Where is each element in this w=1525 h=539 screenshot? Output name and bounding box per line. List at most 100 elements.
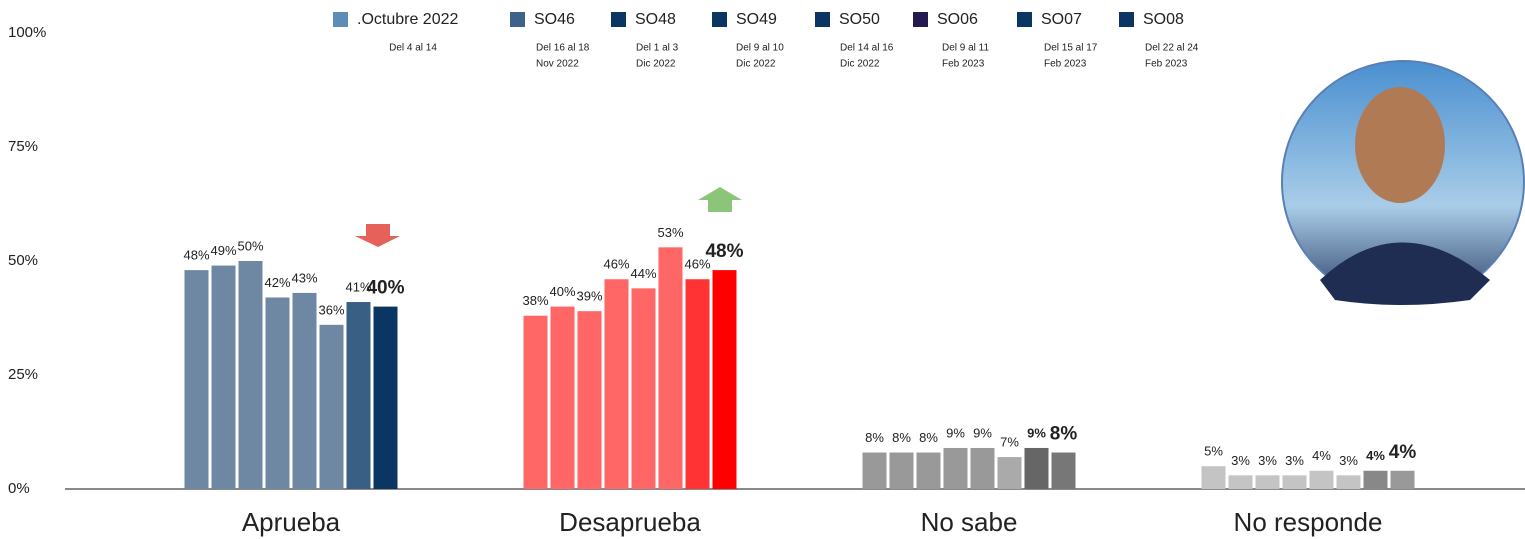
bar xyxy=(943,447,968,489)
bar xyxy=(1255,475,1280,489)
value-label: 7% xyxy=(1000,435,1019,450)
value-label: 3% xyxy=(1258,453,1277,468)
value-label: 5% xyxy=(1204,444,1223,459)
legend-date: Del 1 al 3 xyxy=(636,43,679,54)
bar xyxy=(319,324,344,489)
value-label: 3% xyxy=(1339,453,1358,468)
x-tick-label: Aprueba xyxy=(242,507,341,537)
value-label: 44% xyxy=(630,266,656,281)
bar xyxy=(577,311,602,489)
legend-date: Del 9 al 10 xyxy=(736,43,784,54)
legend-swatch xyxy=(815,12,830,27)
value-label: 46% xyxy=(684,257,710,272)
bar xyxy=(523,315,548,489)
bar xyxy=(631,288,656,489)
x-tick-label: No sabe xyxy=(921,507,1018,537)
bar xyxy=(238,261,263,489)
value-label: 8% xyxy=(865,430,884,445)
bar xyxy=(346,302,371,489)
photo-face xyxy=(1355,87,1445,203)
bar xyxy=(889,452,914,489)
bar xyxy=(184,270,209,489)
legend-date: Del 22 al 24 xyxy=(1145,43,1199,54)
value-label: 38% xyxy=(522,293,548,308)
bar xyxy=(1390,470,1415,489)
value-label: 9% xyxy=(973,425,992,440)
legend-label: SO07 xyxy=(1041,11,1082,28)
bar xyxy=(997,457,1022,489)
bar xyxy=(373,306,398,489)
legend-date: Dic 2022 xyxy=(840,59,880,70)
x-tick-label: Desaprueba xyxy=(559,507,701,537)
legend-date: Feb 2023 xyxy=(1044,59,1087,70)
bar xyxy=(1201,466,1226,489)
legend-swatch xyxy=(1017,12,1032,27)
bar xyxy=(1309,470,1334,489)
y-tick-label: 75% xyxy=(8,138,38,155)
value-label: 39% xyxy=(576,289,602,304)
bar xyxy=(712,270,737,489)
legend-label: .Octubre 2022 xyxy=(357,11,459,28)
bar xyxy=(604,279,629,489)
bar xyxy=(916,452,941,489)
legend-date: Del 15 al 17 xyxy=(1044,43,1098,54)
bar xyxy=(970,447,995,489)
bar xyxy=(1228,475,1253,489)
value-label: 49% xyxy=(210,243,236,258)
x-tick-label: No responde xyxy=(1234,507,1383,537)
legend-date: Feb 2023 xyxy=(1145,59,1188,70)
legend-date: Del 14 al 16 xyxy=(840,43,894,54)
value-label: 3% xyxy=(1231,453,1250,468)
bar xyxy=(1051,452,1076,489)
bar xyxy=(1282,475,1307,489)
down-arrow xyxy=(355,224,400,247)
legend-label: SO06 xyxy=(937,11,978,28)
legend-date: Del 4 al 14 xyxy=(389,43,437,54)
value-label: 4% xyxy=(1389,442,1417,463)
value-label: 41% xyxy=(345,279,371,294)
value-label: 43% xyxy=(291,270,317,285)
legend-swatch xyxy=(611,12,626,27)
legend-label: SO48 xyxy=(635,11,676,28)
value-label: 53% xyxy=(657,225,683,240)
value-label: 48% xyxy=(705,241,743,262)
legend-label: SO49 xyxy=(736,11,777,28)
bar xyxy=(265,297,290,489)
y-tick-label: 100% xyxy=(8,24,46,41)
value-label: 46% xyxy=(603,257,629,272)
value-label: 3% xyxy=(1285,453,1304,468)
bar xyxy=(550,306,575,489)
legend-label: SO50 xyxy=(839,11,880,28)
legend-date: Dic 2022 xyxy=(736,59,776,70)
legend-date: Del 16 al 18 xyxy=(536,43,590,54)
bar xyxy=(685,279,710,489)
value-label: 36% xyxy=(318,302,344,317)
legend-label: SO46 xyxy=(534,11,575,28)
up-arrow xyxy=(698,187,742,212)
legend-swatch xyxy=(1119,12,1134,27)
legend-date: Feb 2023 xyxy=(942,59,985,70)
value-label: 8% xyxy=(1050,424,1078,445)
value-label: 8% xyxy=(892,430,911,445)
value-label: 9% xyxy=(1027,425,1046,440)
value-label: 9% xyxy=(946,425,965,440)
legend-date: Nov 2022 xyxy=(536,59,579,70)
y-tick-label: 25% xyxy=(8,366,38,383)
legend-swatch xyxy=(333,12,348,27)
bar xyxy=(658,247,683,489)
value-label: 48% xyxy=(183,248,209,263)
legend-swatch xyxy=(712,12,727,27)
value-label: 4% xyxy=(1312,448,1331,463)
value-label: 50% xyxy=(237,238,263,253)
legend-label: SO08 xyxy=(1143,11,1184,28)
y-tick-label: 50% xyxy=(8,252,38,269)
bar xyxy=(292,292,317,489)
legend-date: Dic 2022 xyxy=(636,59,676,70)
legend-swatch xyxy=(510,12,525,27)
bar xyxy=(211,265,236,489)
legend-swatch xyxy=(913,12,928,27)
value-label: 40% xyxy=(366,278,404,299)
y-tick-label: 0% xyxy=(8,480,30,497)
value-label: 4% xyxy=(1366,448,1385,463)
